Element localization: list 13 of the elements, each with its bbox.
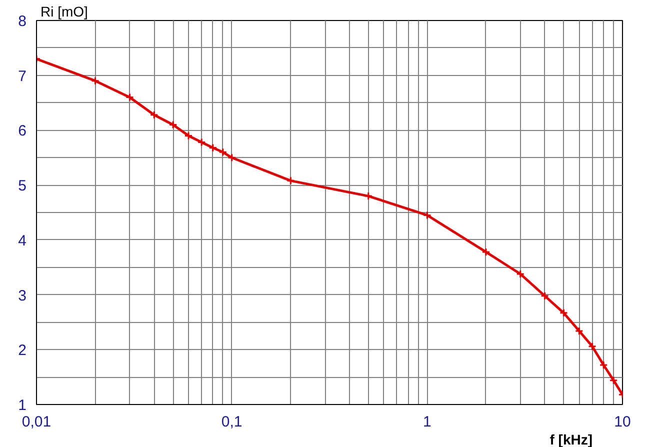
x-tick-label: 0,1 xyxy=(221,414,242,430)
x-tick-label: 1 xyxy=(422,414,432,430)
y-tick-label: 5 xyxy=(18,178,26,195)
x-tick-label: 0,01 xyxy=(22,414,52,430)
y-tick-label: 8 xyxy=(18,13,26,30)
y-tick-label: 6 xyxy=(18,122,26,140)
y-tick-label: 7 xyxy=(18,68,26,85)
y-tick-label: 3 xyxy=(18,287,26,304)
y-tick-label: 1 xyxy=(18,397,26,414)
x-tick-label: 10 xyxy=(614,414,631,430)
y-tick-label: 2 xyxy=(18,342,26,360)
y-axis-title: Ri [mO] xyxy=(40,4,88,20)
y-tick-label: 4 xyxy=(18,232,26,250)
